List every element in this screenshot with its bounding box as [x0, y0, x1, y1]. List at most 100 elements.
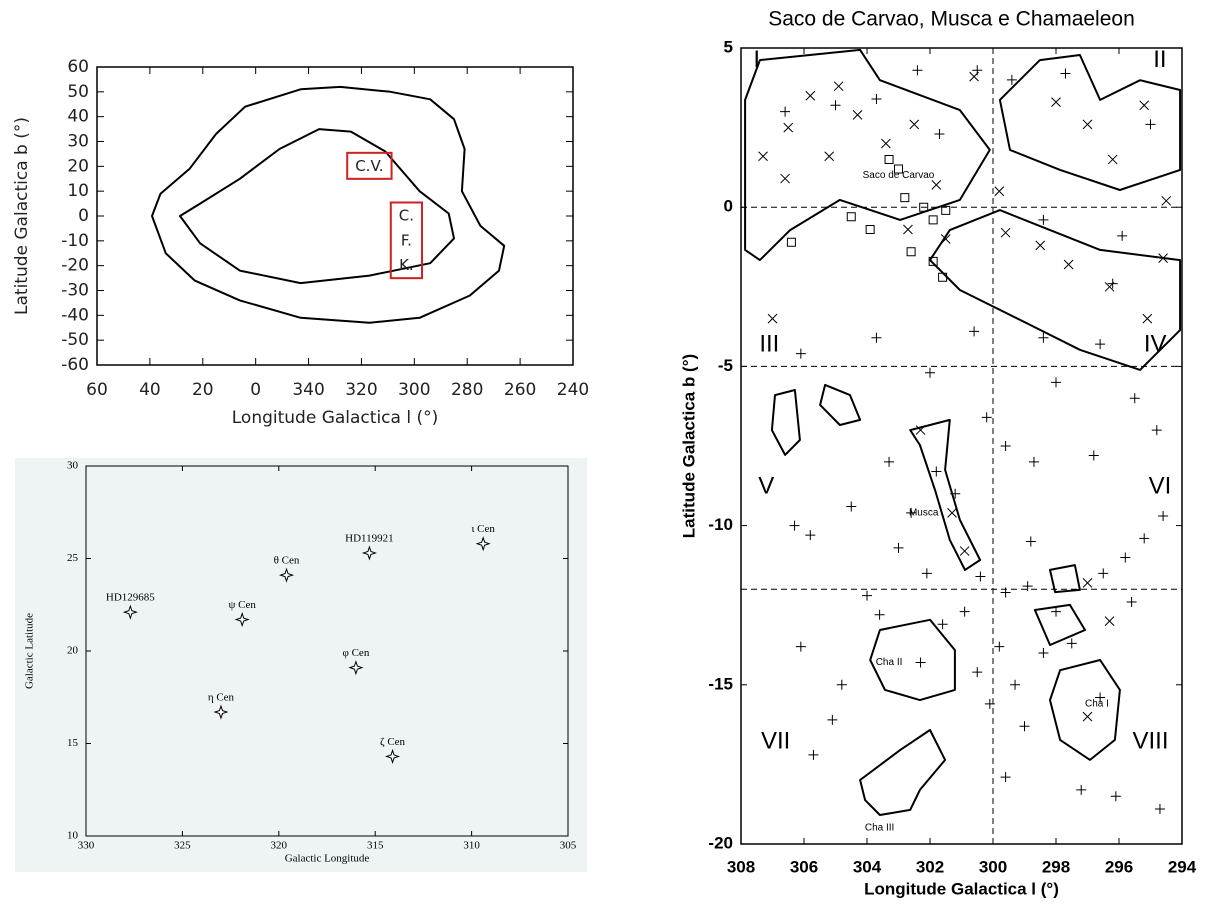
- plot-background: [15, 458, 587, 872]
- y-tick-label: 5: [724, 37, 733, 56]
- y-tick-label: 10: [67, 830, 79, 842]
- point: [122, 604, 138, 620]
- region-label: VI: [1149, 473, 1172, 500]
- x-tick-label: 330: [78, 840, 95, 852]
- point: [1151, 425, 1162, 436]
- point: [1063, 259, 1074, 270]
- contour: [179, 128, 455, 285]
- point: [1104, 616, 1115, 626]
- point: [906, 507, 917, 518]
- region-label: IV: [1144, 330, 1167, 357]
- annotation: C.V.: [355, 157, 383, 175]
- point: [278, 567, 295, 583]
- contour: [929, 209, 1182, 371]
- point: [862, 590, 872, 601]
- point-label: HD129685: [106, 592, 155, 604]
- region-label: II: [1153, 46, 1166, 73]
- point: [881, 138, 891, 149]
- x-tick-label: 20: [192, 380, 214, 400]
- point: [1158, 511, 1169, 522]
- point: [758, 151, 768, 162]
- point: [969, 326, 980, 337]
- point: [1129, 393, 1140, 404]
- point: [1051, 606, 1061, 617]
- point: [893, 542, 904, 553]
- point: [1082, 578, 1093, 588]
- y-tick-label: -20: [61, 256, 89, 276]
- point: [1060, 68, 1071, 79]
- y-tick-label: 10: [67, 181, 89, 201]
- point: [1022, 581, 1033, 592]
- contour: [819, 383, 862, 426]
- point: [1158, 253, 1168, 263]
- y-tick-label: 30: [67, 460, 79, 472]
- contour: [1049, 659, 1121, 761]
- point: [959, 546, 970, 556]
- point: [213, 704, 229, 720]
- annotation: Cha II: [876, 657, 903, 668]
- chart-title: Saco de Carvao, Musca e Chamaeleon: [768, 8, 1135, 31]
- point: [783, 122, 794, 133]
- point: [1066, 638, 1077, 649]
- point: [1000, 587, 1011, 598]
- y-tick-label: 40: [67, 107, 89, 127]
- x-tick-label: 325: [174, 840, 191, 852]
- point: [940, 234, 951, 244]
- point: [1051, 377, 1061, 388]
- y-tick-label: -10: [708, 515, 733, 534]
- x-tick-label: 294: [1168, 857, 1197, 876]
- x-tick-label: 60: [86, 380, 108, 400]
- point: [871, 93, 882, 104]
- point: [1139, 533, 1150, 544]
- point: [1006, 74, 1017, 85]
- point: [348, 660, 364, 676]
- point: [906, 247, 916, 257]
- contour: [1049, 564, 1081, 594]
- point-label: ι Cen: [471, 523, 495, 535]
- point: [805, 530, 816, 541]
- point: [1000, 441, 1011, 451]
- point: [1082, 119, 1093, 130]
- y-tick-label: -10: [61, 231, 89, 251]
- point: [808, 749, 819, 760]
- point-label: η Cen: [208, 692, 235, 704]
- x-tick-label: 305: [560, 840, 577, 852]
- point: [827, 714, 838, 725]
- point: [824, 151, 835, 162]
- point: [767, 313, 778, 324]
- contour: [151, 85, 506, 324]
- point: [903, 224, 913, 235]
- point: [846, 212, 856, 222]
- y-tick-label: 20: [67, 156, 89, 176]
- annotation: C.: [399, 207, 414, 225]
- y-tick-label: -5: [718, 356, 733, 375]
- annotation-box: [389, 201, 424, 280]
- y-tick-label: 60: [67, 57, 89, 77]
- point: [947, 508, 957, 518]
- point: [994, 186, 1005, 197]
- y-axis-label: Galactic Latitude: [24, 613, 36, 689]
- point: [1038, 647, 1049, 658]
- point: [884, 154, 894, 164]
- point: [780, 173, 790, 184]
- point: [984, 698, 995, 709]
- region-label: VII: [761, 727, 790, 754]
- point: [1142, 313, 1153, 324]
- x-tick-label: 304: [853, 857, 882, 876]
- y-tick-label: 25: [67, 552, 79, 564]
- point: [833, 81, 844, 92]
- point: [900, 193, 910, 203]
- x-axis-label: Galactic Longitude: [285, 853, 370, 865]
- point: [915, 657, 926, 668]
- y-tick-label: 20: [67, 645, 79, 657]
- point: [780, 106, 791, 117]
- point: [836, 679, 847, 690]
- point: [795, 641, 806, 652]
- point: [1025, 536, 1036, 547]
- point: [1000, 227, 1011, 238]
- point: [786, 237, 796, 247]
- point: [938, 272, 948, 282]
- point: [795, 348, 806, 359]
- point: [928, 256, 938, 266]
- point-label: θ Cen: [274, 555, 300, 567]
